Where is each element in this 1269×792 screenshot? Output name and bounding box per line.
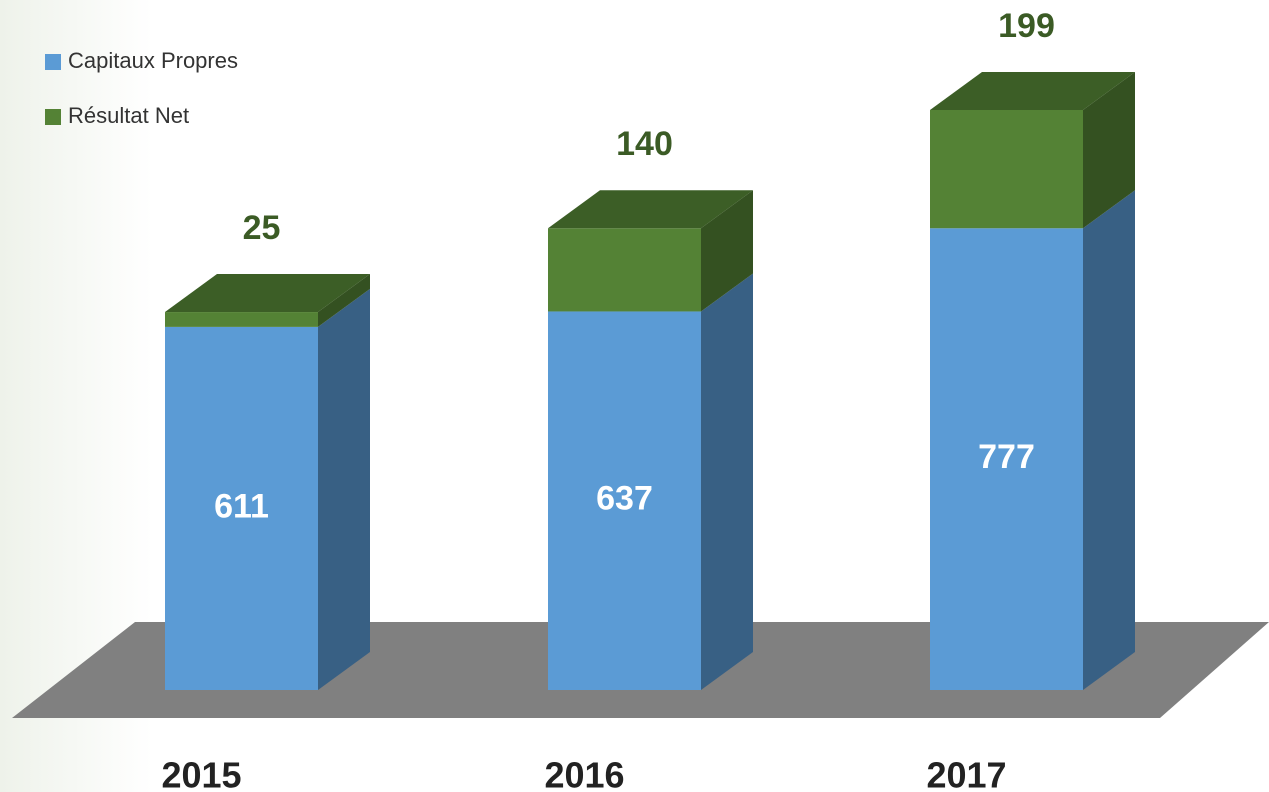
legend-swatch <box>45 109 61 125</box>
bar-side <box>318 288 370 690</box>
legend-label: Capitaux Propres <box>68 48 238 73</box>
bar-top <box>548 190 753 229</box>
bar <box>930 228 1083 691</box>
x-tick-label: 2017 <box>926 755 1006 792</box>
value-label: 777 <box>978 438 1035 476</box>
value-label: 140 <box>616 125 673 163</box>
x-tick-label: 2015 <box>161 755 241 792</box>
value-label: 611 <box>214 487 269 525</box>
bar-side <box>1083 72 1135 229</box>
bar-side <box>1083 190 1135 691</box>
bar <box>165 312 318 327</box>
bar <box>930 110 1083 229</box>
bar-side <box>701 190 753 312</box>
bar-side <box>318 274 370 327</box>
bar-top <box>165 274 370 313</box>
value-label: 637 <box>596 480 653 518</box>
x-tick-label: 2016 <box>544 755 624 792</box>
bar <box>548 311 701 690</box>
bar <box>548 228 701 312</box>
legend-swatch <box>45 54 61 70</box>
bar-top <box>930 72 1135 110</box>
value-label: 199 <box>998 7 1055 45</box>
legend-label: Résultat Net <box>68 103 189 128</box>
bar <box>165 326 318 690</box>
bar-side <box>701 273 753 690</box>
value-label: 25 <box>243 209 281 247</box>
